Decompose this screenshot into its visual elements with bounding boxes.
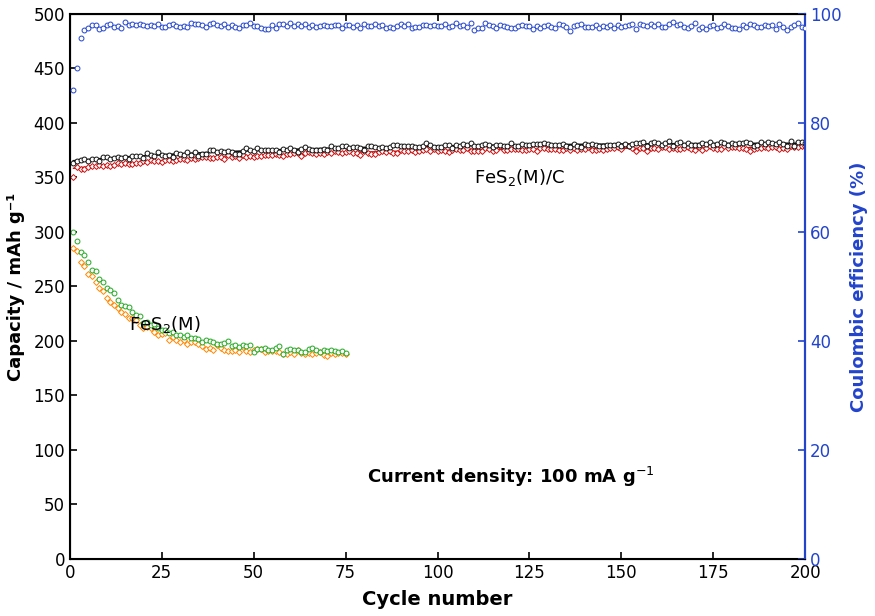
Text: FeS$_2$(M): FeS$_2$(M) — [129, 314, 200, 335]
Text: Current density: 100 mA g$^{-1}$: Current density: 100 mA g$^{-1}$ — [368, 465, 654, 489]
Text: FeS$_2$(M)/C: FeS$_2$(M)/C — [474, 167, 565, 188]
Y-axis label: Capacity / mAh g⁻¹: Capacity / mAh g⁻¹ — [7, 192, 25, 381]
Y-axis label: Coulombic efficiency (%): Coulombic efficiency (%) — [850, 161, 868, 411]
X-axis label: Cycle number: Cycle number — [362, 590, 513, 609]
